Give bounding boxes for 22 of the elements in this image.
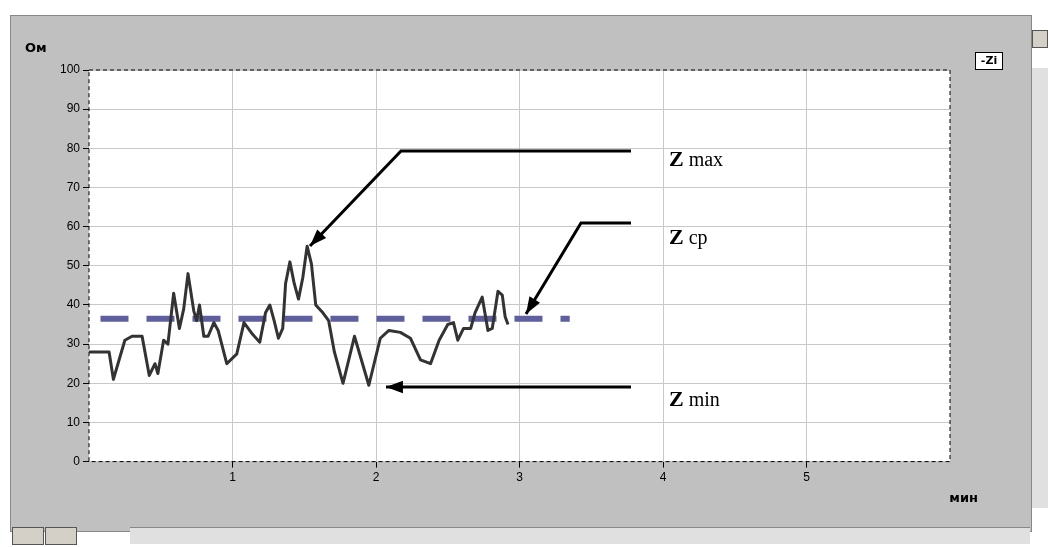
y-tick-label: 20 (66, 375, 81, 390)
y-axis-title: Ом (25, 40, 47, 55)
y-tick-label: 10 (66, 414, 81, 429)
annotation: Z min (669, 386, 720, 411)
text: -Zi (975, 52, 1003, 70)
annotation: Z cp (669, 224, 708, 249)
y-tick-label: 100 (59, 62, 81, 77)
x-tick-label: 5 (803, 470, 811, 485)
y-tick-label: 80 (66, 140, 81, 155)
y-tick-label: 60 (66, 218, 81, 233)
x-tick-label: 2 (372, 470, 380, 485)
x-axis-title: мин (949, 489, 978, 505)
annotation: Z max (669, 146, 724, 171)
x-tick-label: 3 (516, 470, 524, 485)
y-tick-label: 30 (66, 336, 81, 351)
y-tick-label: 40 (66, 297, 81, 312)
y-tick-label: 70 (66, 179, 81, 194)
x-tick-label: 4 (659, 470, 667, 485)
y-tick-label: 0 (73, 453, 81, 468)
x-tick-label: 1 (229, 470, 237, 485)
y-tick-label: 50 (66, 258, 81, 273)
y-tick-label: 90 (66, 101, 81, 116)
